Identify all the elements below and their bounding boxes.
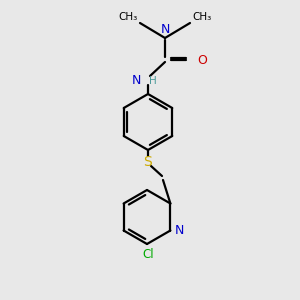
- Text: Cl: Cl: [142, 248, 154, 261]
- Text: CH₃: CH₃: [192, 12, 211, 22]
- Text: CH₃: CH₃: [119, 12, 138, 22]
- Text: N: N: [160, 23, 170, 36]
- Text: H: H: [149, 76, 157, 86]
- Text: O: O: [197, 53, 207, 67]
- Text: S: S: [144, 155, 152, 169]
- Text: N: N: [174, 224, 184, 237]
- Text: N: N: [132, 74, 141, 86]
